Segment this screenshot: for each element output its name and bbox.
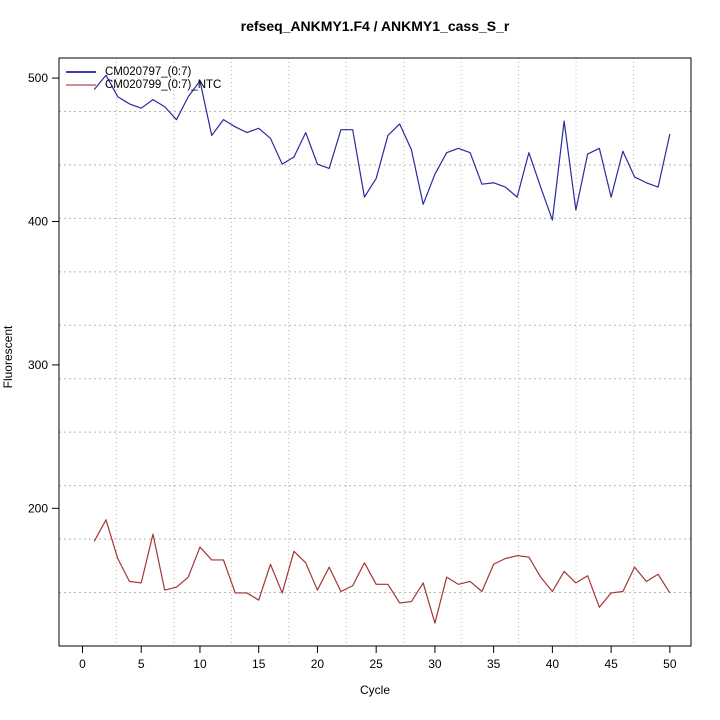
x-tick-label: 0 xyxy=(79,657,86,671)
x-tick-label: 5 xyxy=(138,657,145,671)
ntc-line-swatch xyxy=(66,83,96,86)
x-tick-label: 40 xyxy=(546,657,560,671)
y-tick-label: 300 xyxy=(28,358,48,372)
legend-item-ntc: CM020799_(0:7)_NTC xyxy=(66,78,221,91)
x-tick-label: 35 xyxy=(487,657,501,671)
x-tick-label: 10 xyxy=(193,657,207,671)
legend: CM020797_(0:7) CM020799_(0:7)_NTC xyxy=(66,65,221,91)
x-axis-title: Cycle xyxy=(359,683,390,697)
legend-label-ntc: CM020799_(0:7)_NTC xyxy=(105,78,222,91)
x-tick-label: 45 xyxy=(604,657,618,671)
y-tick-label: 500 xyxy=(28,71,48,85)
x-tick-label: 20 xyxy=(311,657,325,671)
legend-item-sample: CM020797_(0:7) xyxy=(66,65,221,78)
plot-border xyxy=(58,57,692,647)
chart-title: refseq_ANKMY1.F4 / ANKMY1_cass_S_r xyxy=(240,18,510,34)
x-tick-label: 50 xyxy=(663,657,677,671)
series-line-ntc xyxy=(93,519,671,624)
y-tick-label: 200 xyxy=(28,501,48,515)
legend-label-sample: CM020797_(0:7) xyxy=(105,65,192,78)
series-line-sample xyxy=(93,74,671,221)
y-tick-label: 400 xyxy=(28,214,48,228)
x-tick-label: 25 xyxy=(369,657,383,671)
x-tick-label: 30 xyxy=(428,657,442,671)
x-tick-label: 15 xyxy=(252,657,266,671)
sample-line-swatch xyxy=(66,70,96,73)
